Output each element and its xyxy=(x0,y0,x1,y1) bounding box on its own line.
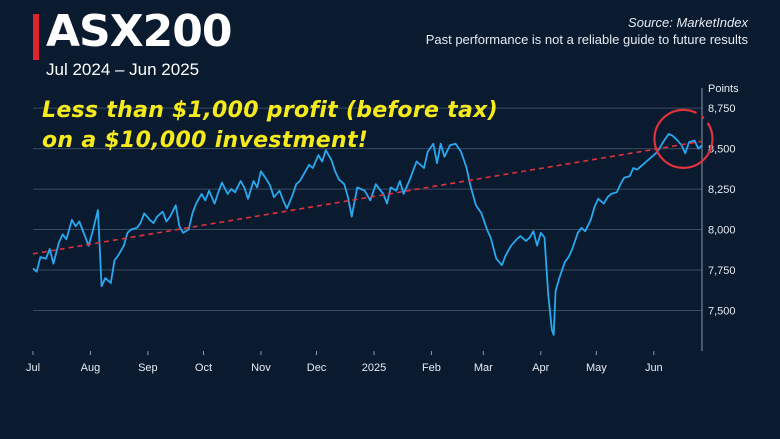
x-tick-label: Sep xyxy=(138,362,158,374)
x-tick-label: May xyxy=(586,362,607,374)
x-tick-label: 2025 xyxy=(362,362,386,374)
x-tick-label: Aug xyxy=(81,362,101,374)
source-label: Source: MarketIndex xyxy=(628,15,748,30)
y-tick-label: 8,000 xyxy=(708,225,736,237)
y-tick-label: 8,750 xyxy=(708,103,736,115)
series-line xyxy=(32,133,703,336)
x-tick-label: Oct xyxy=(195,362,212,374)
x-tick-label: Nov xyxy=(251,362,271,374)
annotation-line-1: Less than $1,000 profit (before tax) xyxy=(42,98,498,123)
y-axis-label: Points xyxy=(708,83,739,95)
annotation-line-2: on a $10,000 investment! xyxy=(42,128,369,153)
x-tick-label: Jul xyxy=(26,362,40,374)
x-tick-label: Feb xyxy=(422,362,441,374)
source-block: Source: MarketIndex Past performance is … xyxy=(426,14,748,48)
y-tick-label: 8,250 xyxy=(708,184,736,196)
x-tick-label: Mar xyxy=(474,362,493,374)
y-tick-label: 8,500 xyxy=(708,144,736,156)
y-tick-label: 7,500 xyxy=(708,306,736,318)
y-tick-label: 7,750 xyxy=(708,265,736,277)
annotation: Less than $1,000 profit (before tax) on … xyxy=(42,96,498,156)
x-tick-label: Dec xyxy=(307,362,327,374)
disclaimer-label: Past performance is not a reliable guide… xyxy=(425,32,748,47)
x-tick-label: Jun xyxy=(645,362,663,374)
highlight-circle xyxy=(653,108,714,169)
trendline xyxy=(32,140,703,255)
chart-subtitle: Jul 2024 – Jun 2025 xyxy=(46,60,200,79)
accent-bar xyxy=(33,14,39,60)
chart-title: ASX200 xyxy=(46,6,233,57)
x-tick-label: Apr xyxy=(532,362,549,374)
